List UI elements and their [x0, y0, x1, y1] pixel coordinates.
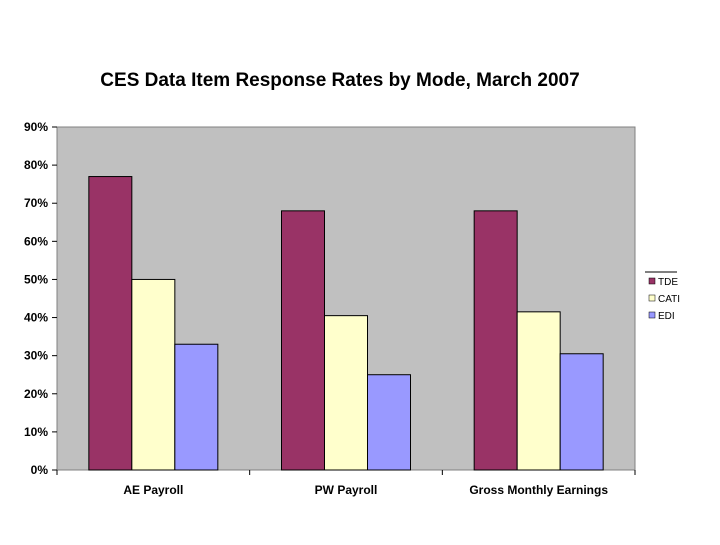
x-category-label: PW Payroll: [315, 483, 378, 497]
y-tick-label: 60%: [24, 234, 48, 248]
chart-title: CES Data Item Response Rates by Mode, Ma…: [100, 70, 579, 91]
bar-tde-pw-payroll: [281, 210, 325, 471]
y-tick-label: 30%: [24, 349, 48, 363]
y-tick-label: 80%: [24, 158, 48, 172]
y-tick-label: 70%: [24, 196, 48, 210]
y-tick-label: 90%: [24, 120, 48, 134]
bar-edi-ae-payroll: [174, 343, 219, 471]
y-tick-label: 50%: [24, 272, 48, 286]
bar-edi-pw-payroll: [367, 374, 411, 471]
legend-swatch-edi: [648, 311, 656, 319]
bar-cati-pw-payroll: [324, 315, 368, 471]
bar-cati-gross-monthly-earnings: [516, 311, 561, 471]
legend-swatch-cati: [648, 294, 656, 302]
y-tick-label: 0%: [31, 463, 49, 477]
bar-tde-gross-monthly-earnings: [473, 210, 518, 471]
y-tick-label: 20%: [24, 387, 48, 401]
legend-label-edi: EDI: [658, 311, 675, 322]
legend-label-cati: CATI: [658, 294, 680, 305]
x-category-label: AE Payroll: [123, 483, 183, 497]
bar-tde-ae-payroll: [88, 176, 133, 471]
y-tick-label: 40%: [24, 311, 48, 325]
y-tick-label: 10%: [24, 425, 48, 439]
y-axis: 0% 10% 20% 30% 40% 50% 60% 70% 80% 90%: [24, 120, 636, 477]
bars: [88, 176, 604, 471]
x-axis: AE Payroll PW Payroll Gross Monthly Earnin…: [123, 483, 608, 497]
x-category-label: Gross Monthly Earnings: [469, 483, 608, 497]
legend-label-tde: TDE: [658, 277, 678, 288]
legend-swatch-tde: [648, 277, 656, 285]
bar-edi-gross-monthly-earnings: [559, 353, 604, 471]
bar-cati-ae-payroll: [131, 278, 176, 471]
legend: TDE CATI EDI: [645, 271, 680, 322]
